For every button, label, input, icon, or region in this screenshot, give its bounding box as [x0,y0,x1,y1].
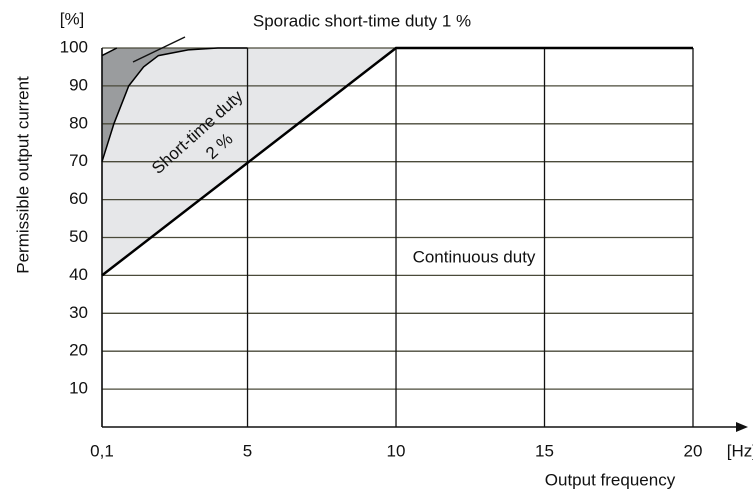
y-tick-label: 80 [69,113,88,132]
y-tick-label: 90 [69,75,88,94]
y-tick-label: 10 [69,379,88,398]
y-axis-title: Permissible output current [13,76,32,274]
x-axis-title: Output frequency [545,470,676,489]
series-line [101,46,693,277]
series-line [101,47,118,57]
annotation: Continuous duty [413,247,536,266]
y-tick-label: 40 [69,265,88,284]
annotation: Sporadic short-time duty 1 % [253,11,471,30]
y-tick-label: 30 [69,303,88,322]
series-line [101,47,248,162]
x-unit: [Hz] [727,441,753,460]
y-tick-label: 70 [69,151,88,170]
leader-line [132,36,186,63]
x-tick-label: 0,1 [90,441,114,460]
x-axis-arrow [736,422,748,432]
y-tick-label: 20 [69,341,88,360]
x-tick-label: 5 [243,441,252,460]
x-tick-label: 10 [387,441,406,460]
y-tick-label: 100 [60,37,88,56]
y-unit: [%] [60,9,85,28]
x-tick-label: 15 [535,441,554,460]
x-tick-label: 20 [684,441,703,460]
y-tick-label: 60 [69,189,88,208]
y-tick-label: 50 [69,227,88,246]
sporadic-region [102,48,248,162]
